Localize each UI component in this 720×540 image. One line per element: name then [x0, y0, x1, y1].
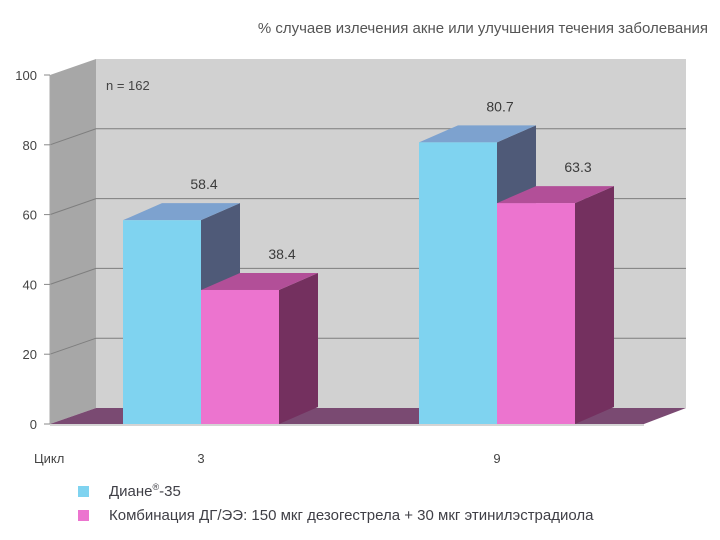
y-tick-label: 0 — [30, 417, 37, 432]
bar-side — [279, 272, 318, 424]
bar-top — [419, 125, 536, 143]
bar-side — [575, 186, 614, 424]
y-tick-label: 100 — [15, 68, 37, 83]
bar — [497, 203, 575, 424]
data-label: 80.7 — [486, 98, 513, 114]
bars — [123, 125, 614, 425]
legend-label-diane: Диане®-35 — [109, 482, 181, 500]
chart-text: 0 20 40 60 80 100 58.4 38.4 3 80.7 63.3 9 % случаев … — [15, 20, 708, 466]
sample-size-annotation: n = 162 — [106, 78, 150, 93]
legend-swatch-combination — [78, 509, 89, 521]
bar — [201, 289, 279, 424]
x-axis-label: Цикл — [34, 451, 64, 466]
data-label: 58.4 — [190, 176, 217, 192]
y-tick-label: 80 — [23, 138, 37, 153]
bar-top — [497, 186, 614, 204]
y-tick-label: 20 — [23, 347, 37, 362]
chart-title: % случаев излечения акне или улучшения т… — [258, 20, 708, 37]
data-label: 38.4 — [268, 246, 295, 262]
data-label: 63.3 — [564, 159, 591, 175]
bar-top — [123, 203, 240, 221]
x-tick-label: 9 — [493, 451, 500, 466]
legend-item-combination: Комбинация ДГ/ЭЭ: 150 мкг дезогестрела +… — [78, 503, 593, 527]
legend-swatch-diane — [78, 485, 89, 497]
legend-label-combination: Комбинация ДГ/ЭЭ: 150 мкг дезогестрела +… — [109, 506, 594, 524]
bar — [419, 142, 497, 424]
y-tick-label: 40 — [23, 277, 37, 292]
left-wall — [50, 59, 96, 424]
bar-top — [201, 272, 318, 290]
legend: Диане®-35 Комбинация ДГ/ЭЭ: 150 мкг дезо… — [78, 479, 593, 527]
bar — [123, 220, 201, 424]
y-tick-label: 60 — [23, 208, 37, 223]
x-tick-label: 3 — [197, 451, 204, 466]
legend-item-diane: Диане®-35 — [78, 479, 593, 503]
